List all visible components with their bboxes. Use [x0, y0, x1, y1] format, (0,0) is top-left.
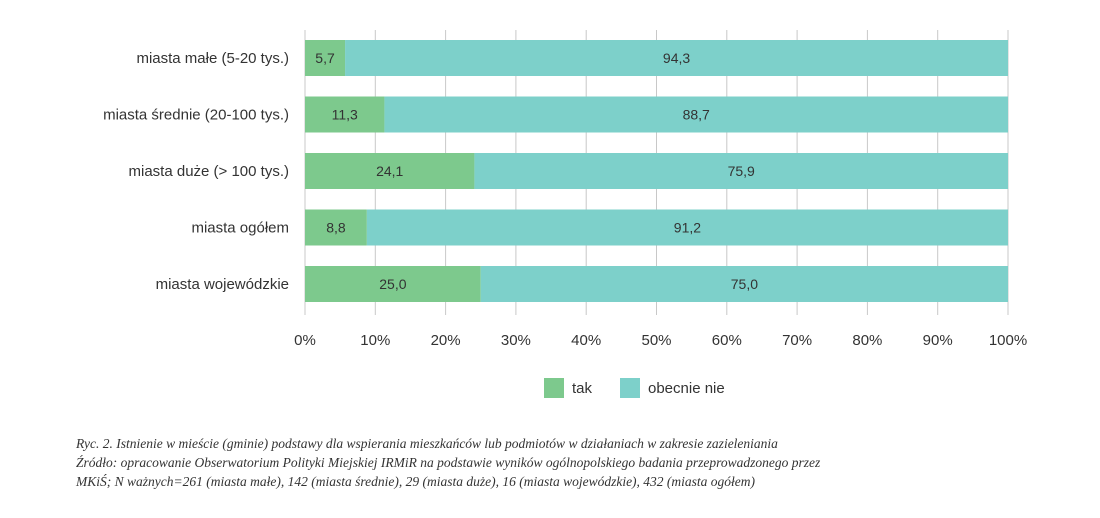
bar-segment-tak — [305, 209, 367, 246]
data-label: 25,0 — [379, 276, 406, 292]
bar-segment-tak — [305, 40, 346, 76]
data-label: 91,2 — [674, 220, 701, 236]
bar-segment-obecnie-nie — [474, 153, 1009, 189]
bar-segment-obecnie-nie — [480, 266, 1008, 302]
data-label: 8,8 — [326, 220, 346, 236]
data-label: 75,0 — [731, 276, 758, 292]
legend-swatch — [544, 378, 564, 398]
legend-swatch — [620, 378, 640, 398]
data-label: 5,7 — [315, 50, 335, 66]
x-tick-label: 70% — [782, 332, 812, 349]
data-label: 24,1 — [376, 163, 403, 179]
data-label: 75,9 — [728, 163, 755, 179]
caption-title: Ryc. 2. Istnienie w mieście (gminie) pod… — [76, 436, 778, 451]
bar-segment-obecnie-nie — [384, 96, 1009, 133]
category-label: miasta duże (> 100 tys.) — [129, 163, 290, 180]
bar-segment-obecnie-nie — [366, 209, 1008, 246]
x-tick-label: 0% — [294, 332, 316, 349]
figure-caption: Ryc. 2. Istnienie w mieście (gminie) pod… — [76, 434, 1066, 491]
stacked-bar-chart: miasta małe (5-20 tys.) 5,7 94,3 miasta śre… — [103, 30, 1027, 398]
x-tick-label: 10% — [360, 332, 390, 349]
x-tick-label: 90% — [923, 332, 953, 349]
category-label: miasta ogółem — [191, 220, 289, 237]
x-tick-label: 20% — [431, 332, 461, 349]
bar-segment-obecnie-nie — [345, 40, 1008, 76]
x-tick-label: 80% — [852, 332, 882, 349]
bar-segment-tak — [305, 153, 475, 189]
category-label: miasta średnie (20-100 tys.) — [103, 107, 289, 124]
bar-segment-tak — [305, 266, 481, 302]
x-tick-label: 50% — [641, 332, 671, 349]
caption-sample: MKiŚ; N ważnych=261 (miasta małe), 142 (… — [76, 474, 756, 489]
bar-segment-tak — [305, 96, 385, 133]
legend-label: obecnie nie — [648, 380, 725, 397]
category-label: miasta wojewódzkie — [156, 276, 289, 293]
category-label: miasta małe (5-20 tys.) — [136, 50, 289, 67]
data-label: 94,3 — [663, 50, 690, 66]
caption-source: Źródło: opracowanie Obserwatorium Polity… — [76, 455, 821, 470]
x-tick-label: 30% — [501, 332, 531, 349]
data-label: 88,7 — [683, 107, 710, 123]
x-tick-label: 60% — [712, 332, 742, 349]
legend-label: tak — [572, 380, 593, 397]
data-label: 11,3 — [332, 107, 358, 123]
x-tick-label: 40% — [571, 332, 601, 349]
x-tick-label: 100% — [989, 332, 1027, 349]
